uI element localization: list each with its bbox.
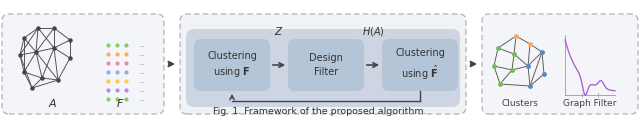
Text: ...: ... [138,87,145,93]
Text: ...: ... [138,78,145,84]
FancyBboxPatch shape [482,14,638,114]
Text: Clusters: Clusters [502,99,538,108]
Text: ...: ... [138,51,145,57]
Text: ...: ... [138,60,145,66]
FancyBboxPatch shape [2,14,164,114]
Text: $H(A)$: $H(A)$ [362,24,385,38]
Text: Graph Filter: Graph Filter [563,99,617,108]
Text: $Z$: $Z$ [274,25,284,37]
Text: ...: ... [138,69,145,75]
Text: ...: ... [138,96,145,102]
Text: ...: ... [138,42,145,48]
Text: A: A [48,99,56,109]
FancyBboxPatch shape [194,39,270,91]
Text: Design
Filter: Design Filter [309,53,343,77]
FancyBboxPatch shape [180,14,466,114]
FancyBboxPatch shape [288,39,364,91]
FancyBboxPatch shape [186,29,460,107]
Text: Clustering
using $\mathbf{F}$: Clustering using $\mathbf{F}$ [207,51,257,79]
FancyBboxPatch shape [382,39,458,91]
Text: Clustering
using $\hat{\mathbf{F}}$: Clustering using $\hat{\mathbf{F}}$ [395,48,445,82]
Text: Fig. 1. Framework of the proposed algorithm.: Fig. 1. Framework of the proposed algori… [213,107,427,116]
Text: F: F [117,99,123,109]
